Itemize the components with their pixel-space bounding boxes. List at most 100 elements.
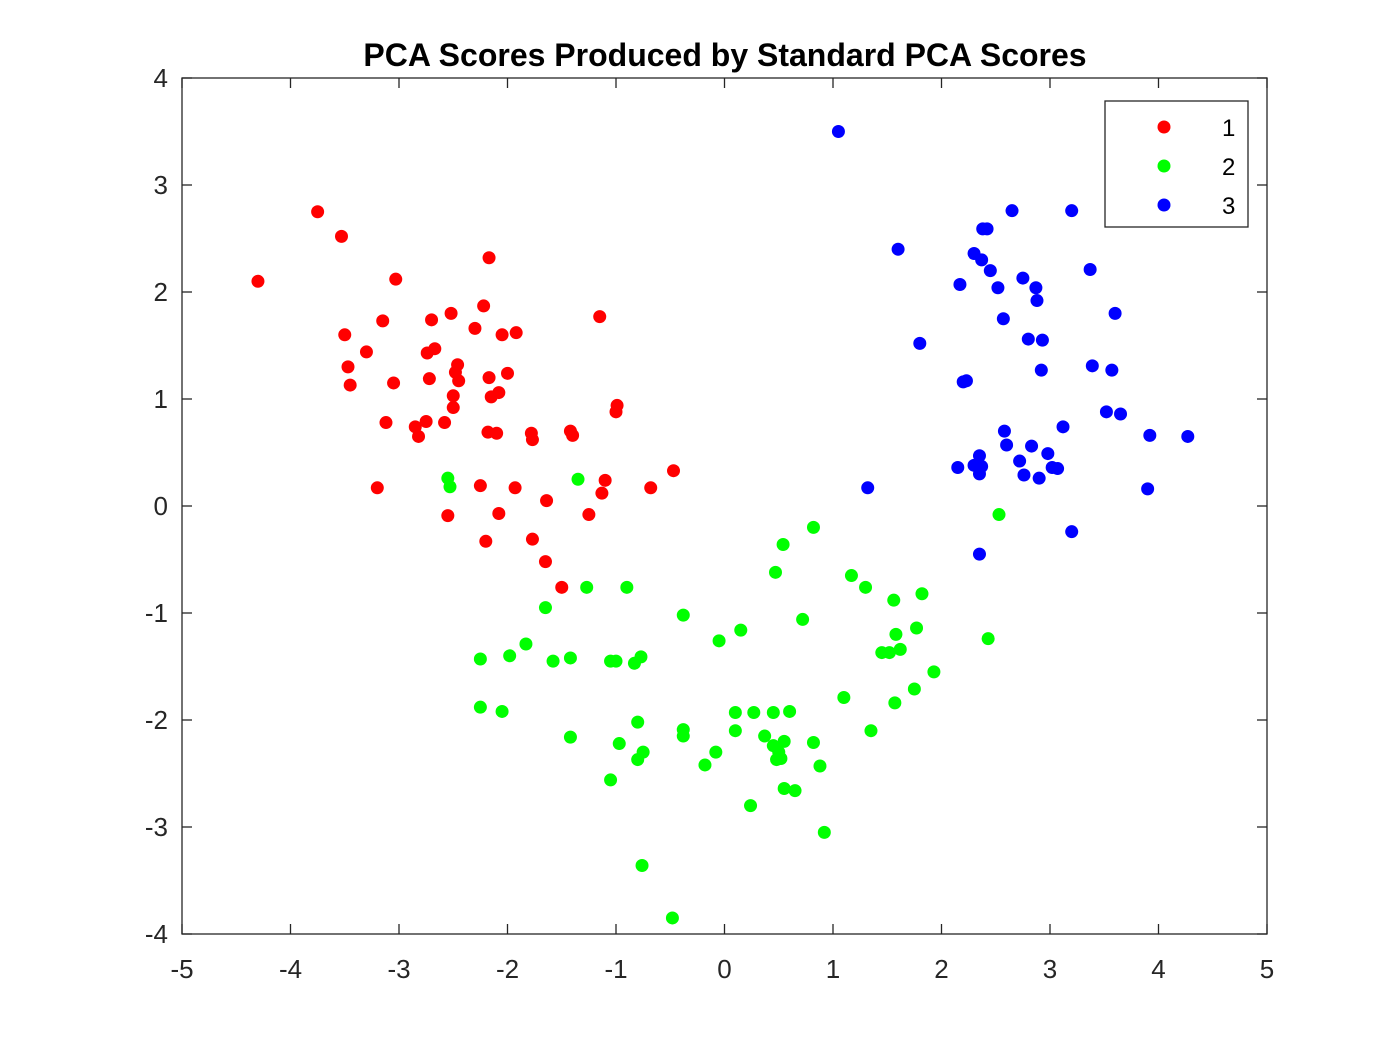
data-point xyxy=(887,593,901,607)
data-point xyxy=(1013,454,1027,468)
data-point xyxy=(913,336,927,350)
data-point xyxy=(698,758,712,772)
data-point xyxy=(473,652,487,666)
data-point xyxy=(676,608,690,622)
data-point xyxy=(334,229,348,243)
data-point xyxy=(609,654,623,668)
data-point xyxy=(428,342,442,356)
legend-label: 3 xyxy=(1222,193,1235,220)
data-point xyxy=(338,328,352,342)
data-point xyxy=(709,745,723,759)
series-1 xyxy=(251,205,681,594)
data-point xyxy=(419,414,433,428)
legend-label: 1 xyxy=(1222,115,1235,142)
data-points xyxy=(251,125,1195,925)
x-tick-label: -3 xyxy=(387,954,410,984)
data-point xyxy=(538,601,552,615)
data-point xyxy=(1016,271,1030,285)
y-tick-label: 4 xyxy=(154,63,168,93)
data-point xyxy=(604,773,618,787)
data-point xyxy=(1108,306,1122,320)
data-point xyxy=(891,242,905,256)
data-point xyxy=(1143,428,1157,442)
x-tick-label: 3 xyxy=(1043,954,1057,984)
data-point xyxy=(980,222,994,236)
data-point xyxy=(443,480,457,494)
data-point xyxy=(477,299,491,313)
data-point xyxy=(728,724,742,738)
x-tick-label: 4 xyxy=(1151,954,1165,984)
data-point xyxy=(473,479,487,493)
data-point xyxy=(1083,263,1097,277)
data-point xyxy=(482,251,496,265)
legend-marker xyxy=(1157,120,1171,134)
data-point xyxy=(525,532,539,546)
y-tick-label: 3 xyxy=(154,170,168,200)
data-point xyxy=(441,509,455,523)
data-point xyxy=(861,481,875,495)
data-point xyxy=(927,665,941,679)
data-point xyxy=(813,759,827,773)
data-point xyxy=(387,376,401,390)
data-point xyxy=(1051,462,1065,476)
data-point xyxy=(864,724,878,738)
x-tick-label: -2 xyxy=(496,954,519,984)
chart-title: PCA Scores Produced by Standard PCA Scor… xyxy=(363,37,1086,73)
data-point xyxy=(525,433,539,447)
data-point xyxy=(563,730,577,744)
data-point xyxy=(788,784,802,798)
data-point xyxy=(1056,420,1070,434)
data-point xyxy=(251,274,265,288)
data-point xyxy=(975,459,989,473)
data-point xyxy=(389,272,403,286)
y-tick-label: -1 xyxy=(145,598,168,628)
data-point xyxy=(888,696,902,710)
data-point xyxy=(844,569,858,583)
data-point xyxy=(509,326,523,340)
data-point xyxy=(580,580,594,594)
data-point xyxy=(425,313,439,327)
data-point xyxy=(438,416,452,430)
data-point xyxy=(915,587,929,601)
data-point xyxy=(1041,447,1055,461)
data-point xyxy=(1000,438,1014,452)
data-point xyxy=(1141,482,1155,496)
data-point xyxy=(422,372,436,386)
data-point xyxy=(728,706,742,720)
data-point xyxy=(479,534,493,548)
y-tick-label: 1 xyxy=(154,384,168,414)
data-point xyxy=(508,481,522,495)
data-point xyxy=(806,520,820,534)
data-point xyxy=(538,555,552,569)
data-point xyxy=(636,745,650,759)
data-point xyxy=(997,424,1011,438)
x-tick-label: 5 xyxy=(1260,954,1274,984)
data-point xyxy=(644,481,658,495)
data-point xyxy=(712,634,726,648)
data-point xyxy=(598,473,612,487)
data-point xyxy=(519,637,533,651)
data-point xyxy=(631,715,645,729)
x-tick-label: 0 xyxy=(717,954,731,984)
data-point xyxy=(777,734,791,748)
data-point xyxy=(758,729,772,743)
data-point xyxy=(972,449,986,463)
y-tick-label: 2 xyxy=(154,277,168,307)
data-point xyxy=(667,464,681,478)
data-point xyxy=(1032,471,1046,485)
data-point xyxy=(503,649,517,663)
data-point xyxy=(634,650,648,664)
data-point xyxy=(563,651,577,665)
data-point xyxy=(831,125,845,138)
data-point xyxy=(495,704,509,718)
data-point xyxy=(482,371,496,385)
data-point xyxy=(676,729,690,743)
data-point xyxy=(501,366,514,380)
data-point xyxy=(566,428,580,442)
data-point xyxy=(1034,363,1048,377)
data-point xyxy=(774,752,788,766)
data-point xyxy=(882,646,896,660)
data-point xyxy=(1029,281,1043,295)
y-tick-label: 0 xyxy=(154,491,168,521)
